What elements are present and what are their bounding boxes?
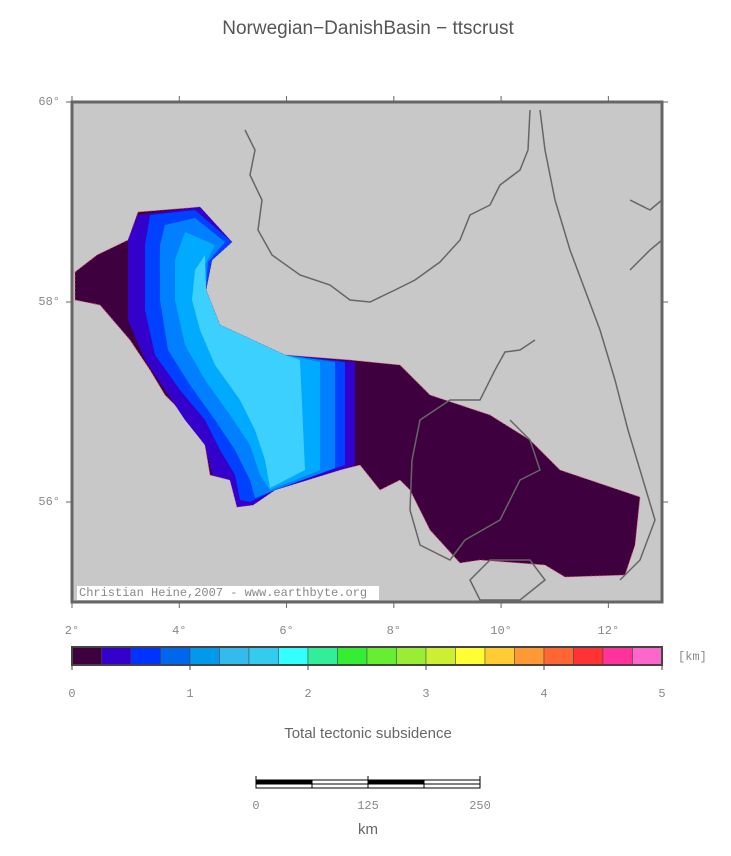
lat-label: 60° xyxy=(38,95,60,109)
coastline xyxy=(539,109,656,581)
scalebar-tick-label: 125 xyxy=(357,799,379,813)
coastline xyxy=(244,109,531,303)
scalebar-tick-label: 0 xyxy=(252,799,259,813)
colorbar-swatch xyxy=(366,646,397,666)
colorbar-label: Total tectonic subsidence xyxy=(284,725,452,742)
colorbar-swatch xyxy=(455,646,486,666)
colorbar-tick-label: 5 xyxy=(658,687,665,701)
lat-label: 58° xyxy=(38,295,60,309)
colorbar-tick-label: 2 xyxy=(304,687,311,701)
colorbar-tick-label: 3 xyxy=(422,687,429,701)
coastlines xyxy=(244,109,663,601)
colorbar-swatch xyxy=(219,646,250,666)
scalebar-segment xyxy=(367,783,425,789)
scalebar-segment xyxy=(255,783,313,789)
colorbar-swatch xyxy=(101,646,132,666)
colorbar-swatch xyxy=(602,646,633,666)
colorbar-swatch xyxy=(632,646,663,666)
colorbar-swatch xyxy=(130,646,161,666)
colorbar-swatch xyxy=(189,646,220,666)
colorbar-swatch xyxy=(337,646,368,666)
colorbar-swatch xyxy=(573,646,604,666)
colorbar-tick-label: 4 xyxy=(540,687,547,701)
lat-label: 56° xyxy=(38,495,60,509)
colorbar-swatch xyxy=(396,646,427,666)
colorbar-swatch xyxy=(307,646,338,666)
lon-label: 12° xyxy=(598,624,620,638)
lon-label: 2° xyxy=(65,624,79,638)
scalebar-unit: km xyxy=(358,821,378,838)
colorbar-frame xyxy=(71,646,663,666)
coastline xyxy=(409,339,541,561)
lon-label: 8° xyxy=(387,624,401,638)
scalebar-segment xyxy=(423,783,481,789)
basin-band xyxy=(192,255,305,488)
colorbar-swatch xyxy=(248,646,279,666)
scalebar-segment xyxy=(423,779,481,785)
colorbar-swatch xyxy=(278,646,309,666)
title: Norwegian−DanishBasin − ttscrust xyxy=(222,18,514,39)
map-frame xyxy=(70,100,664,604)
scalebar-tick-label: 250 xyxy=(469,799,491,813)
scalebar-segment xyxy=(255,779,313,785)
colorbar-tick-label: 0 xyxy=(68,687,75,701)
credit: Christian Heine,2007 - www.earthbyte.org xyxy=(79,586,367,600)
coastline xyxy=(629,199,663,271)
scalebar-segment xyxy=(367,779,425,785)
credit-box xyxy=(77,586,379,600)
colorbar-swatch xyxy=(160,646,191,666)
colorbar-swatch xyxy=(514,646,545,666)
colorbar-swatch xyxy=(543,646,574,666)
scalebar-segment xyxy=(311,779,369,785)
lon-label: 6° xyxy=(279,624,293,638)
colorbar-swatch xyxy=(484,646,515,666)
subsidence-field xyxy=(74,206,641,578)
coastline xyxy=(469,559,547,601)
colorbar-swatch xyxy=(425,646,456,666)
colorbar-swatch xyxy=(71,646,102,666)
colorbar-tick-label: 1 xyxy=(186,687,193,701)
lon-label: 4° xyxy=(172,624,186,638)
scalebar-segment xyxy=(311,783,369,789)
colorbar-unit: [km] xyxy=(678,650,707,664)
lon-label: 10° xyxy=(490,624,512,638)
